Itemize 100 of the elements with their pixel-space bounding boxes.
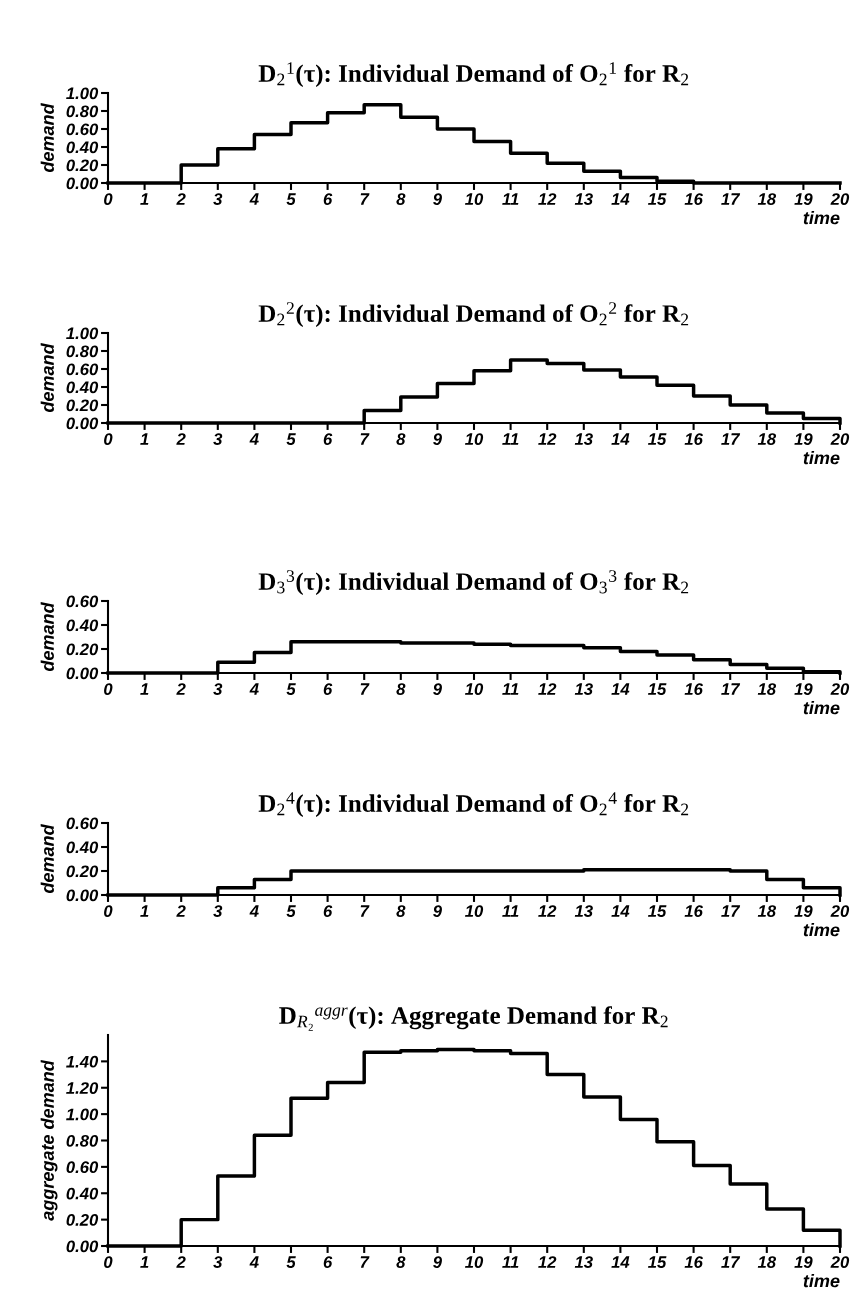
y-tick-label: 1.00 xyxy=(66,1108,99,1121)
y-tick-label: 0.40 xyxy=(66,141,99,154)
x-tick-label: 5 xyxy=(286,193,296,205)
y-tick-label: 1.00 xyxy=(66,87,99,100)
chart-title: D$_{2}$$^{4}$(τ): Individual Demand of O$_{2}$$^{4}$ for R$_{2}$ xyxy=(258,792,689,818)
x-tick-label: 10 xyxy=(465,683,484,695)
x-tick-label: 4 xyxy=(249,193,259,205)
chart-title: D$_{2}$$^{2}$(τ): Individual Demand of O$_{2}$$^{2}$ for R$_{2}$ xyxy=(258,302,689,328)
x-tick-label: 16 xyxy=(684,683,703,695)
x-tick-label: 0 xyxy=(104,1256,113,1268)
y-tick-label: 0.60 xyxy=(66,595,99,608)
x-tick-label: 11 xyxy=(502,433,519,445)
x-tick-label: 9 xyxy=(433,1256,442,1268)
x-tick-label: 8 xyxy=(396,905,406,917)
chart-title: D$_{2}$$^{1}$(τ): Individual Demand of O$_{2}$$^{1}$ for R$_{2}$ xyxy=(258,62,689,88)
y-tick-label: 0.00 xyxy=(66,177,99,190)
x-tick-label: 11 xyxy=(502,1256,519,1268)
y-tick-label: 0.40 xyxy=(66,841,99,854)
x-tick-label: 4 xyxy=(249,905,259,917)
x-tick-label: 9 xyxy=(433,905,442,917)
x-tick-label: 2 xyxy=(176,193,186,205)
x-tick-label: 18 xyxy=(757,1256,777,1268)
x-tick-label: 1 xyxy=(140,683,149,695)
x-tick-label: 6 xyxy=(323,683,333,695)
x-tick-label: 5 xyxy=(286,683,296,695)
x-tick-label: 17 xyxy=(721,1256,741,1268)
x-tick-label: 4 xyxy=(249,683,259,695)
x-tick-label: 19 xyxy=(794,1256,813,1268)
x-axis-title: time xyxy=(803,211,840,225)
y-tick-label: 0.40 xyxy=(66,619,99,632)
y-tick-label: 1.00 xyxy=(66,327,99,340)
x-tick-label: 7 xyxy=(360,905,370,917)
x-tick-label: 15 xyxy=(648,1256,667,1268)
x-tick-label: 18 xyxy=(757,193,777,205)
x-tick-label: 20 xyxy=(830,905,850,917)
x-axis-title: time xyxy=(803,1274,840,1288)
x-tick-label: 7 xyxy=(360,433,370,445)
x-tick-label: 10 xyxy=(465,193,484,205)
x-tick-label: 14 xyxy=(611,193,630,205)
x-tick-label: 20 xyxy=(830,1256,850,1268)
x-tick-label: 8 xyxy=(396,433,406,445)
x-tick-label: 11 xyxy=(502,193,519,205)
x-tick-label: 3 xyxy=(213,1256,223,1268)
x-tick-label: 14 xyxy=(611,1256,630,1268)
x-tick-label: 3 xyxy=(213,433,223,445)
x-tick-label: 9 xyxy=(433,683,442,695)
x-tick-label: 18 xyxy=(757,905,777,917)
x-tick-label: 17 xyxy=(721,433,741,445)
x-tick-label: 15 xyxy=(648,433,667,445)
x-tick-label: 0 xyxy=(104,905,113,917)
y-tick-label: 0.20 xyxy=(66,1214,99,1226)
x-tick-label: 19 xyxy=(794,905,813,917)
x-tick-label: 9 xyxy=(433,433,442,445)
y-tick-label: 0.80 xyxy=(66,345,99,358)
y-tick-label: 0.00 xyxy=(66,417,99,430)
y-tick-label: 0.20 xyxy=(66,865,99,878)
x-tick-label: 7 xyxy=(360,193,370,205)
x-tick-label: 6 xyxy=(323,1256,333,1268)
x-tick-label: 0 xyxy=(104,433,113,445)
y-tick-label: 0.80 xyxy=(66,1134,99,1147)
y-tick-label: 0.60 xyxy=(66,363,99,376)
x-tick-label: 3 xyxy=(213,905,223,917)
x-tick-label: 5 xyxy=(286,1256,296,1268)
x-tick-label: 14 xyxy=(611,683,630,695)
x-tick-label: 8 xyxy=(396,683,406,695)
y-axis-title: aggregate demand xyxy=(40,1059,58,1221)
x-tick-label: 13 xyxy=(574,905,593,917)
x-tick-label: 16 xyxy=(684,193,703,205)
x-tick-label: 15 xyxy=(648,905,667,917)
x-tick-label: 20 xyxy=(830,683,850,695)
x-tick-label: 7 xyxy=(360,1256,370,1268)
y-tick-label: 1.40 xyxy=(66,1055,99,1068)
x-tick-label: 17 xyxy=(721,905,741,917)
x-tick-label: 15 xyxy=(648,193,667,205)
x-tick-label: 1 xyxy=(140,193,149,205)
chart-title: D$_{3}$$^{3}$(τ): Individual Demand of O$_{3}$$^{3}$ for R$_{2}$ xyxy=(258,570,689,596)
y-axis-title: demand xyxy=(40,343,54,413)
x-tick-label: 6 xyxy=(323,433,333,445)
x-tick-label: 8 xyxy=(396,193,406,205)
x-tick-label: 16 xyxy=(684,905,703,917)
x-tick-label: 14 xyxy=(611,433,630,445)
x-axis-title: time xyxy=(803,923,840,937)
x-tick-label: 13 xyxy=(574,433,593,445)
y-tick-label: 0.00 xyxy=(66,889,99,902)
x-tick-label: 20 xyxy=(830,193,850,205)
x-tick-label: 17 xyxy=(721,193,741,205)
y-tick-label: 0.20 xyxy=(66,159,99,172)
x-tick-label: 15 xyxy=(648,683,667,695)
x-tick-label: 14 xyxy=(611,905,630,917)
x-tick-label: 11 xyxy=(502,905,519,917)
x-tick-label: 19 xyxy=(794,683,813,695)
x-tick-label: 2 xyxy=(176,1256,186,1268)
y-tick-label: 0.60 xyxy=(66,1161,99,1174)
x-tick-label: 20 xyxy=(830,433,850,445)
x-tick-label: 13 xyxy=(574,1256,593,1268)
y-axis-title: demand xyxy=(40,824,54,894)
x-tick-label: 16 xyxy=(684,1256,703,1268)
y-tick-label: 0.20 xyxy=(66,643,99,656)
x-tick-label: 1 xyxy=(140,905,149,917)
x-tick-label: 1 xyxy=(140,1256,149,1268)
